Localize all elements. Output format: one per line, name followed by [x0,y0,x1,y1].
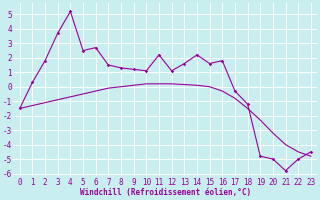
X-axis label: Windchill (Refroidissement éolien,°C): Windchill (Refroidissement éolien,°C) [80,188,251,197]
